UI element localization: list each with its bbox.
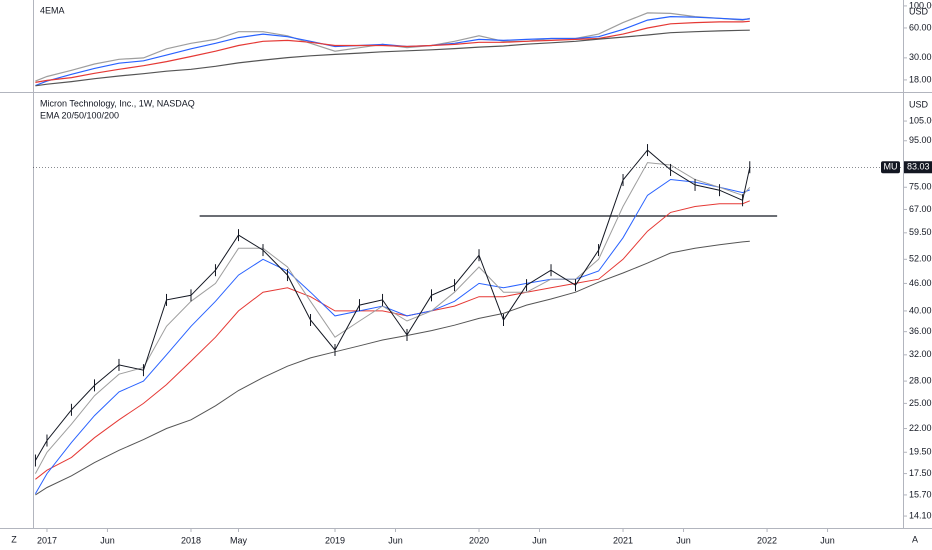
chart-title: Micron Technology, Inc., 1W, NASDAQ: [40, 98, 195, 108]
top-y-tick-label: 100.00: [909, 0, 932, 10]
top-pane-unit: USD: [909, 6, 929, 16]
x-tick-label: 2022: [757, 535, 777, 545]
y-tick-label: 52.00: [909, 254, 932, 264]
x-tick-label: Jun: [100, 535, 115, 545]
y-tick-label: 28.00: [909, 375, 932, 385]
y-tick-label: 22.00: [909, 423, 932, 433]
top-y-tick-label: 18.00: [909, 74, 932, 84]
x-tick-label: 2020: [469, 535, 489, 545]
y-tick-label: 17.50: [909, 468, 932, 478]
footer-right[interactable]: A: [912, 534, 918, 544]
y-tick-label: 95.00: [909, 135, 932, 145]
y-tick-label: 14.10: [909, 510, 932, 520]
price-line: [34, 149, 751, 461]
y-tick-label: 15.70: [909, 489, 932, 499]
top-y-tick-label: 60.00: [909, 22, 932, 32]
last-price-label: 83.03: [907, 162, 930, 172]
y-tick-label: 59.50: [909, 227, 932, 237]
x-tick-label: 2017: [37, 535, 57, 545]
y-tick-label: 40.00: [909, 305, 932, 315]
ema-line: [35, 240, 750, 496]
x-tick-label: May: [230, 535, 248, 545]
x-tick-label: Jun: [676, 535, 691, 545]
footer-left[interactable]: Z: [11, 534, 17, 544]
x-tick-label: 2018: [181, 535, 201, 545]
y-tick-label: 67.00: [909, 204, 932, 214]
x-tick-label: 2021: [613, 535, 633, 545]
ema-line: [34, 178, 750, 494]
x-tick-label: Jun: [820, 535, 835, 545]
top-y-tick-label: 30.00: [909, 52, 932, 62]
top-pane-line: [35, 20, 750, 83]
y-tick-label: 32.00: [909, 349, 932, 359]
price-unit: USD: [909, 99, 929, 109]
y-tick-label: 75.00: [909, 182, 932, 192]
top-pane-line: [35, 29, 750, 87]
x-tick-label: Jun: [532, 535, 547, 545]
y-tick-label: 36.00: [909, 326, 932, 336]
chart-subtitle: EMA 20/50/100/200: [40, 110, 119, 120]
symbol-tag: [881, 161, 900, 174]
y-tick-label: 19.50: [909, 447, 932, 457]
last-price-tag: [904, 161, 932, 174]
symbol-label: MU: [884, 162, 898, 172]
x-tick-label: Jun: [388, 535, 403, 545]
ema-line: [34, 162, 751, 474]
y-tick-label: 25.00: [909, 398, 932, 408]
y-tick-label: 46.00: [909, 278, 932, 288]
top-pane-title: 4EMA: [40, 5, 65, 15]
y-tick-label: 105.00: [909, 115, 932, 125]
x-tick-label: 2019: [325, 535, 345, 545]
